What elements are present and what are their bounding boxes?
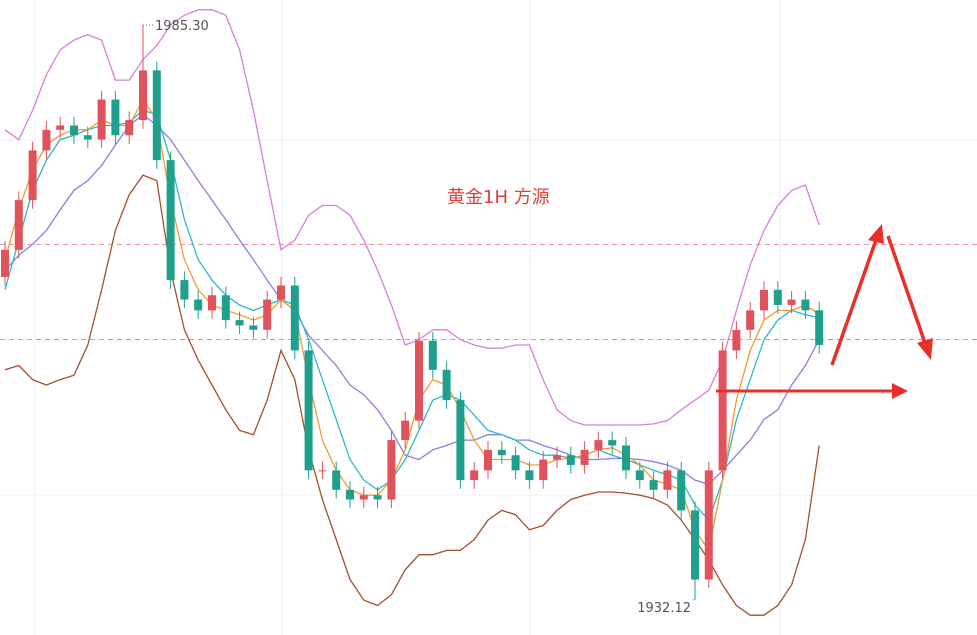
arrow-head xyxy=(868,224,884,244)
candle-body xyxy=(566,455,575,465)
candle-body xyxy=(442,369,451,401)
candle-body xyxy=(221,295,230,321)
candle-body xyxy=(346,489,354,500)
candle-body xyxy=(470,470,479,481)
candle-body xyxy=(484,449,492,471)
candle-body xyxy=(111,99,120,136)
candle-body xyxy=(760,289,768,311)
min-label: 1932.12 xyxy=(637,601,691,616)
candle-body xyxy=(497,449,506,456)
indicator-line xyxy=(4,113,820,486)
candle-body xyxy=(815,310,824,345)
candle-body xyxy=(166,160,175,281)
candle-body xyxy=(553,455,561,460)
indicator-line xyxy=(4,174,820,616)
candle-body xyxy=(787,299,796,305)
candle-body xyxy=(139,70,147,121)
candle-body xyxy=(691,510,699,580)
candle-body xyxy=(773,289,782,305)
candle-body xyxy=(152,70,161,161)
candle-body xyxy=(525,470,534,481)
candle-body xyxy=(318,470,327,472)
candle-body xyxy=(580,449,589,465)
candle-body xyxy=(28,150,37,201)
candle-body xyxy=(180,280,189,300)
candle-body xyxy=(56,125,65,130)
candle-body xyxy=(718,350,727,471)
candle-body xyxy=(649,480,658,490)
candle-body xyxy=(70,125,78,136)
candle-body xyxy=(97,99,106,140)
candle-body xyxy=(704,470,713,580)
arrow-line xyxy=(830,239,878,366)
candle-body xyxy=(608,440,617,446)
candle-body xyxy=(663,470,672,490)
candle-body xyxy=(622,445,630,471)
arrows xyxy=(716,224,933,399)
candle-body xyxy=(208,295,216,311)
candle-body xyxy=(373,495,382,500)
indicator-line xyxy=(4,9,820,426)
plot xyxy=(0,9,977,616)
candle-body xyxy=(277,285,285,300)
indicator-line xyxy=(4,98,820,553)
candle-body xyxy=(290,285,299,351)
candle-body xyxy=(332,470,341,490)
candle-body xyxy=(387,440,396,500)
candle-body xyxy=(83,135,92,140)
candle-body xyxy=(635,470,644,481)
candle-body xyxy=(194,299,203,311)
candle-body xyxy=(801,299,810,311)
candle-body xyxy=(746,310,755,330)
candle-body xyxy=(1,249,9,277)
candle-body xyxy=(235,320,244,326)
candle-body xyxy=(359,495,368,500)
candle-body xyxy=(732,329,741,351)
candle-body xyxy=(125,120,134,136)
arrow-head xyxy=(892,383,908,399)
candle-body xyxy=(401,420,410,441)
candle-body xyxy=(263,299,272,330)
candle-body xyxy=(456,400,465,481)
max-label: 1985.30 xyxy=(155,19,209,34)
candle-body xyxy=(14,200,23,250)
candle-body xyxy=(42,129,51,151)
candle-body xyxy=(539,459,548,481)
candle-body xyxy=(304,350,313,471)
candle-body xyxy=(677,470,686,511)
arrow-line xyxy=(886,235,927,344)
candle-body xyxy=(249,325,258,330)
candle-body xyxy=(415,340,423,421)
arrow-head xyxy=(917,338,933,360)
indicator-line xyxy=(4,109,820,522)
candle-body xyxy=(511,455,520,471)
candle-body xyxy=(594,440,603,450)
chart-title: 黄金1H 方源 xyxy=(447,187,550,208)
candle-body xyxy=(428,340,437,370)
